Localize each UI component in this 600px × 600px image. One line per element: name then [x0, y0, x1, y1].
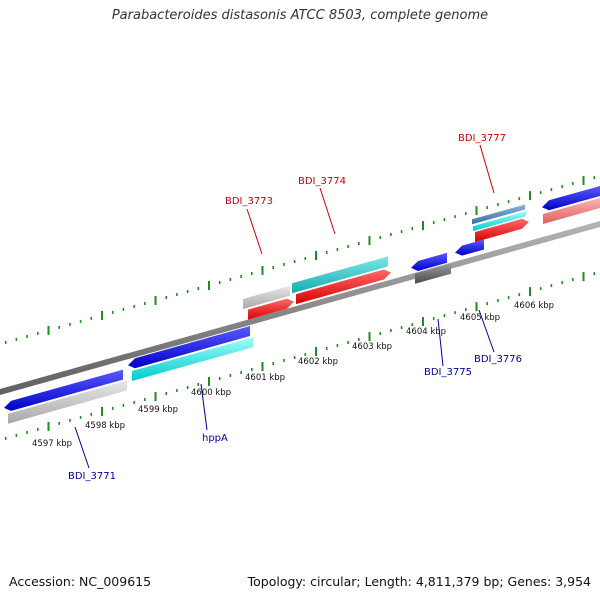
gene-label-bdi-3776: BDI_3776 [474, 354, 522, 365]
gene-bdi-3774-arrow [296, 269, 391, 305]
gene-bdi-3777-arrow [475, 218, 529, 242]
kbp-label-4598: 4598 kbp [85, 421, 125, 431]
kbp-label-4605: 4605 kbp [460, 313, 500, 323]
gene-bdi-3777-rna-feature [473, 211, 526, 232]
kbp-label-4601: 4601 kbp [245, 373, 285, 383]
kbp-label-4602: 4602 kbp [298, 357, 338, 367]
kbp-labels: 4597 kbp 4598 kbp 4599 kbp 4600 kbp 4601… [32, 301, 554, 449]
map-title: Parabacteroides distasonis ATCC 8503, co… [111, 8, 489, 23]
label-leader-lines [74, 144, 495, 469]
gene-right-edge-reverse [542, 186, 600, 211]
kbp-label-4603: 4603 kbp [352, 342, 392, 352]
gene-right-edge-pseudo [543, 198, 600, 224]
gene-bdi-3777-misc-feature [472, 204, 525, 225]
gene-label-bdi-3771: BDI_3771 [68, 471, 116, 482]
gene-bdi-3773-arrow [248, 298, 294, 320]
gene-bdi-3775-arrow [411, 252, 447, 271]
gene-bdi-3773-feature [243, 285, 290, 309]
gene-labels: BDI_3771 hppA BDI_3773 BDI_3774 BDI_3775… [68, 133, 522, 482]
kbp-label-4599: 4599 kbp [138, 405, 178, 415]
gene-hppa-rna-feature [132, 337, 253, 381]
gene-features [4, 186, 600, 424]
gene-bdi-3771-arrow [4, 369, 123, 411]
position-tick-tracks [4, 176, 596, 440]
gene-hppa-arrow [128, 326, 250, 369]
genome-backbone [0, 221, 600, 395]
gene-label-hppa: hppA [202, 433, 228, 444]
genome-summary-text: Topology: circular; Length: 4,811,379 bp… [247, 574, 591, 589]
upper-tick-track [4, 176, 596, 344]
gene-bdi-3776-arrow [455, 239, 484, 256]
gene-label-bdi-3777: BDI_3777 [458, 133, 506, 144]
gene-bdi-3774-rna-feature [292, 256, 388, 294]
gene-bdi-3771-pseudo [8, 380, 127, 424]
kbp-label-4597: 4597 kbp [32, 439, 72, 449]
kbp-label-4600: 4600 kbp [191, 388, 231, 398]
gene-label-bdi-3774: BDI_3774 [298, 176, 346, 187]
gene-bdi-3775-pseudo [415, 263, 451, 284]
kbp-label-4604: 4604 kbp [406, 327, 446, 337]
gene-label-bdi-3775: BDI_3775 [424, 367, 472, 378]
gene-label-bdi-3773: BDI_3773 [225, 196, 273, 207]
kbp-label-4606: 4606 kbp [514, 301, 554, 311]
accession-text: Accession: NC_009615 [9, 574, 152, 589]
lower-tick-track [4, 272, 596, 440]
